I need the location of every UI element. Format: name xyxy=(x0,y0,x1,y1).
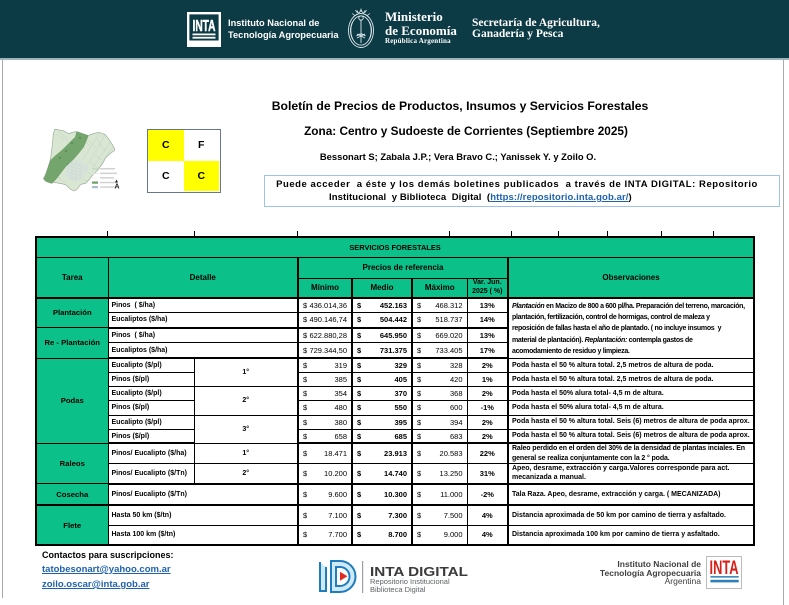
svg-text:Biblioteca Digital: Biblioteca Digital xyxy=(370,585,426,594)
svg-text:A: A xyxy=(115,184,120,191)
svg-text:INTA DIGITAL: INTA DIGITAL xyxy=(370,564,468,579)
svg-text:INTA: INTA xyxy=(193,18,216,35)
svg-text:INTA: INTA xyxy=(710,558,739,579)
svg-text:Repositorio Institucional: Repositorio Institucional xyxy=(370,577,450,586)
